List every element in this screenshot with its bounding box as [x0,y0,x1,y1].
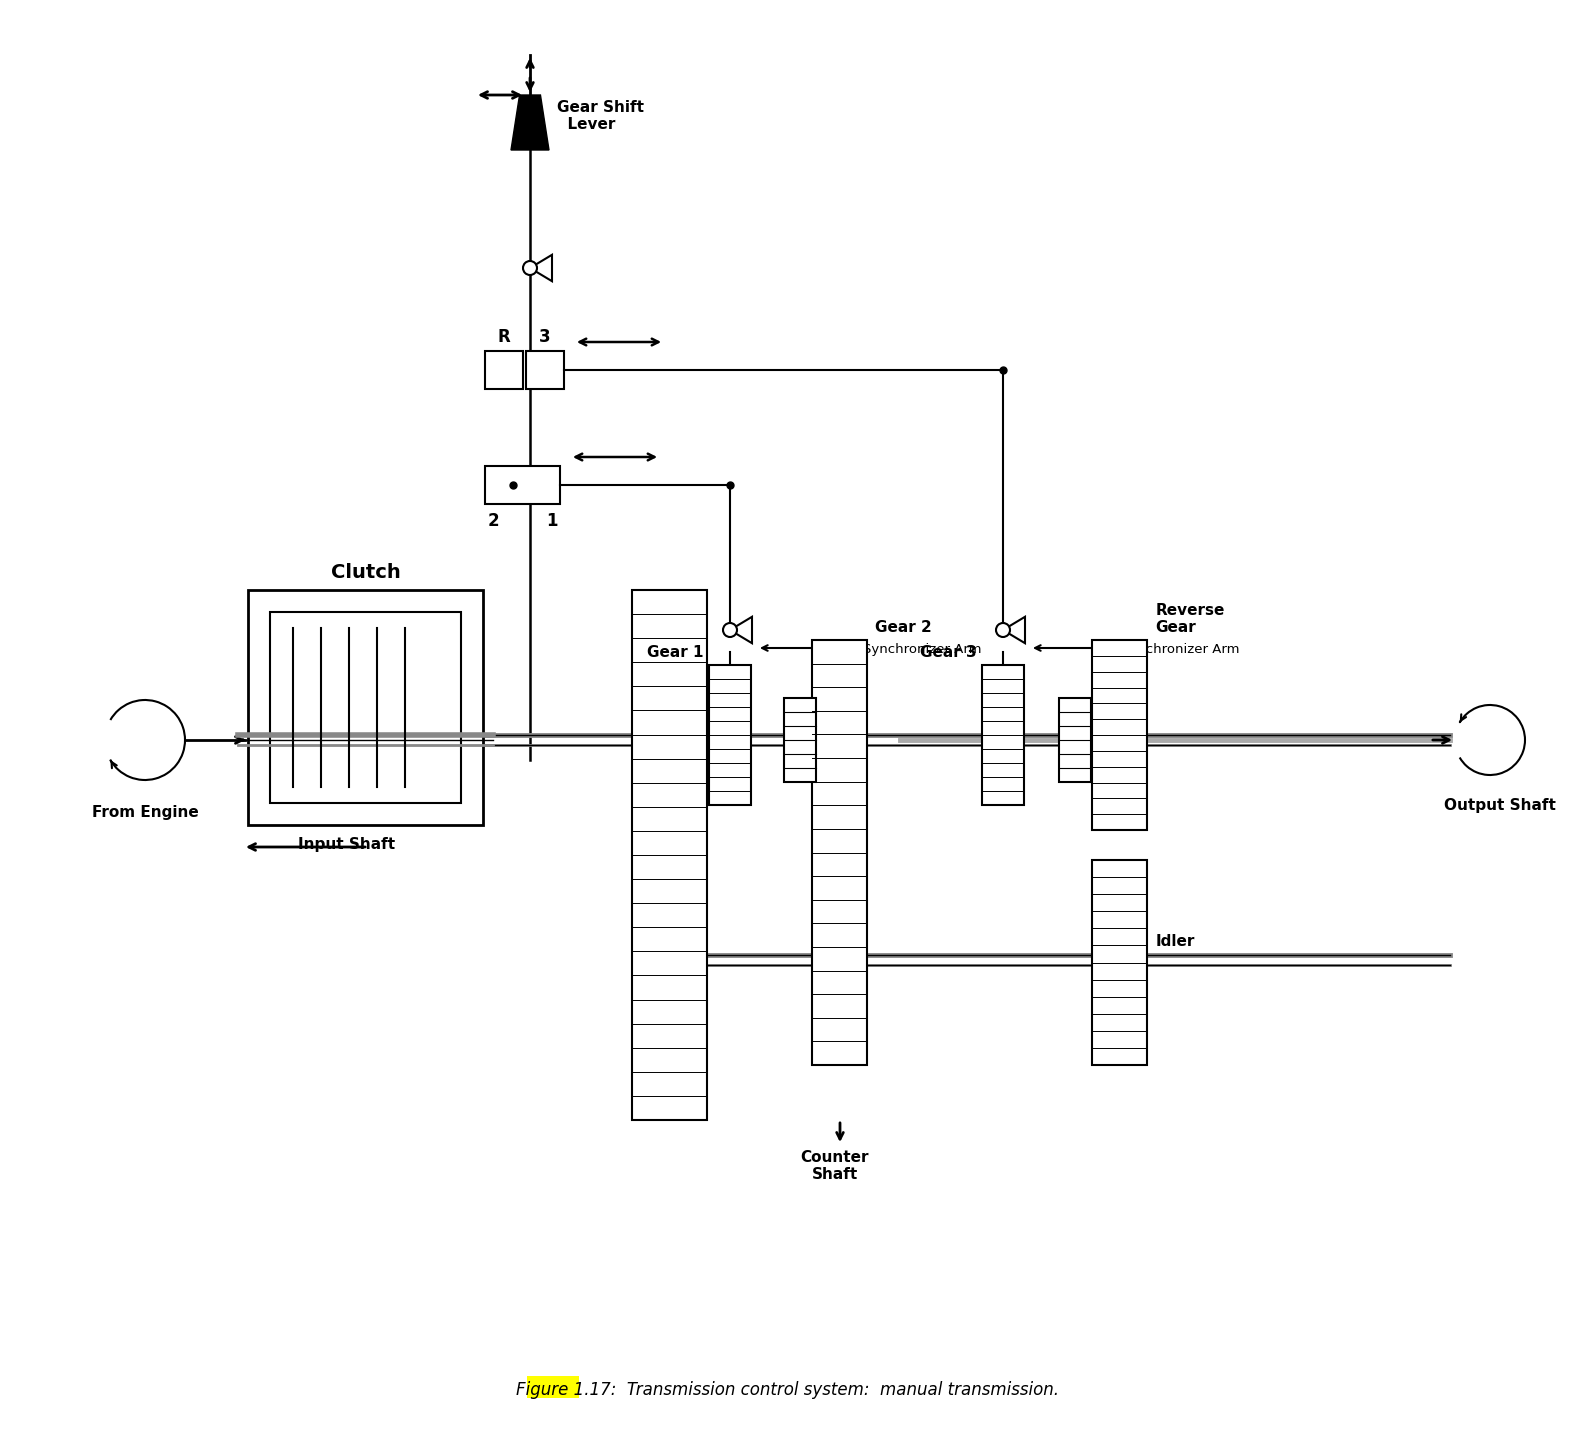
Bar [247,590,482,825]
Bar [783,698,816,782]
Text: Reverse
Gear: Reverse Gear [1155,603,1225,634]
Text: 1: 1 [547,512,558,531]
Bar [982,665,1024,805]
Bar [813,640,867,1066]
Text: R: R [498,327,511,346]
Polygon shape [511,95,548,150]
Text: Input Shaft: Input Shaft [298,836,396,852]
Circle shape [996,623,1010,637]
Bar [632,590,708,1120]
Bar [485,350,523,389]
Polygon shape [530,255,552,281]
Text: Gear 1: Gear 1 [648,645,704,660]
Text: Gear Shift
  Lever: Gear Shift Lever [556,99,645,133]
Text: Idler: Idler [1155,934,1195,949]
Text: Synchronizer Arm: Synchronizer Arm [1121,643,1239,656]
Text: Counter
Shaft: Counter Shaft [801,1151,870,1182]
Circle shape [523,261,537,275]
Text: Clutch: Clutch [331,562,400,583]
Text: From Engine: From Engine [91,805,199,820]
Polygon shape [730,617,752,643]
Bar [269,611,462,803]
Bar [1092,640,1147,831]
Circle shape [723,623,738,637]
Text: Output Shaft: Output Shaft [1444,797,1556,813]
Text: Figure 1.17:  Transmission control system:  manual transmission.: Figure 1.17: Transmission control system… [517,1381,1059,1399]
Bar [1059,698,1091,782]
Polygon shape [1002,617,1024,643]
Bar [1092,859,1147,1066]
Bar [485,466,559,505]
Bar [526,350,564,389]
Text: 2: 2 [487,512,500,531]
Text: Gear 3: Gear 3 [920,645,977,660]
Bar [709,665,752,805]
Text: Synchronizer Arm: Synchronizer Arm [864,643,982,656]
Bar [526,1376,578,1397]
Text: 3: 3 [539,327,552,346]
Text: Gear 2: Gear 2 [876,620,933,634]
